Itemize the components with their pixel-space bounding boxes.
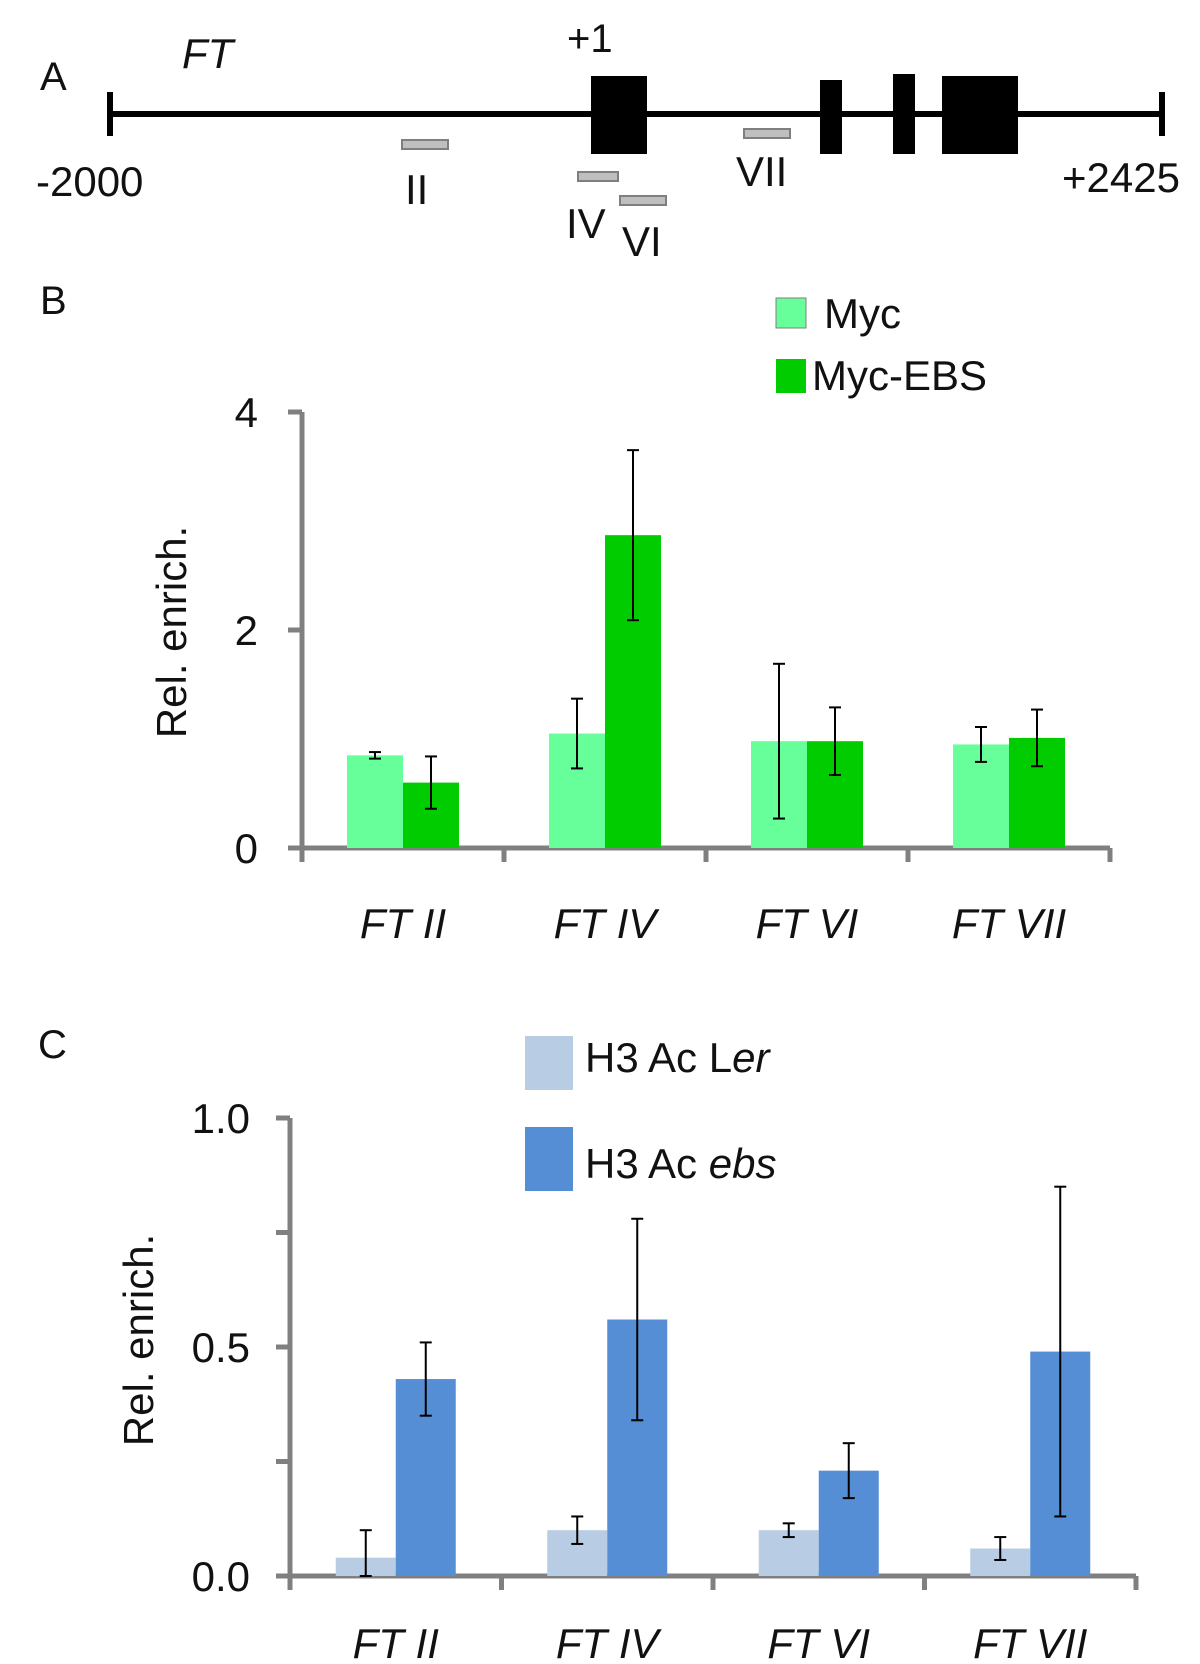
legend-label-h3-ebs-prefix: H3 Ac bbox=[585, 1140, 709, 1187]
b-bar-s1 bbox=[347, 755, 403, 848]
region-vi-bar bbox=[619, 195, 667, 206]
region-vii-bar bbox=[743, 128, 791, 139]
c-error-bar bbox=[419, 1341, 432, 1417]
panel-a: A FT +1 -2000 +2425 II IV VI VII bbox=[36, 17, 1180, 265]
chart-b-legend: Myc Myc-EBS bbox=[775, 290, 987, 399]
tss-label: +1 bbox=[567, 17, 613, 61]
legend-label-h3-ler-suffix: er bbox=[732, 1034, 771, 1081]
c-error-bar bbox=[571, 1515, 584, 1545]
region-iv-label: IV bbox=[566, 200, 606, 247]
b-category-label: FT IV bbox=[554, 900, 661, 947]
legend-label-myc-ebs: Myc-EBS bbox=[812, 352, 987, 399]
b-category-label: FT VII bbox=[952, 900, 1067, 947]
c-y-tick-label: 0.5 bbox=[192, 1324, 250, 1371]
region-vii-label: VII bbox=[736, 148, 787, 195]
legend-swatch-myc-ebs bbox=[776, 359, 806, 393]
b-error-bar bbox=[369, 751, 381, 760]
c-category-label: FT VI bbox=[767, 1620, 870, 1664]
legend-label-h3-ler-prefix: H3 Ac L bbox=[585, 1034, 732, 1081]
c-error-bar bbox=[359, 1529, 372, 1577]
chart-b-ylabel: Rel. enrich. bbox=[148, 526, 195, 738]
c-error-bar bbox=[782, 1522, 795, 1539]
legend-swatch-myc bbox=[775, 297, 807, 329]
b-error-bar bbox=[425, 755, 437, 810]
exon-1 bbox=[591, 76, 647, 154]
chart-c-error-bars bbox=[359, 1185, 1067, 1577]
b-error-bar bbox=[627, 449, 639, 622]
c-error-bar bbox=[842, 1442, 855, 1500]
c-category-label: FT VII bbox=[973, 1620, 1088, 1664]
legend-label-h3-ler: H3 Ac Ler bbox=[585, 1034, 771, 1081]
exon-4 bbox=[942, 76, 1018, 154]
chart-b-error-bars bbox=[369, 449, 1043, 820]
chart-c-legend: H3 Ac Ler H3 Ac ebs bbox=[525, 1034, 776, 1191]
b-y-tick-label: 0 bbox=[235, 825, 258, 872]
panel-c-label: C bbox=[38, 1023, 67, 1067]
panel-c: C H3 Ac Ler H3 Ac ebs Rel. enrich. 0.00.… bbox=[38, 1023, 1139, 1664]
region-ii-label: II bbox=[405, 166, 428, 213]
chart-c-y-ticks: 0.0 0.5 1.0 bbox=[192, 1095, 290, 1600]
legend-swatch-h3-ler bbox=[525, 1036, 573, 1090]
legend-label-h3-ebs-suffix: ebs bbox=[709, 1140, 777, 1187]
end-coordinate-label: +2425 bbox=[1062, 154, 1180, 201]
c-y-tick-label: 0.0 bbox=[192, 1553, 250, 1600]
chart-b-x-ticks bbox=[299, 848, 1113, 862]
c-category-label: FT IV bbox=[556, 1620, 663, 1664]
b-y-tick-label: 2 bbox=[235, 607, 258, 654]
b-error-bar bbox=[571, 697, 583, 770]
panel-b-label: B bbox=[40, 279, 67, 323]
c-y-tick-label: 1.0 bbox=[192, 1095, 250, 1142]
legend-swatch-h3-ebs bbox=[525, 1127, 573, 1191]
chart-c-x-ticks bbox=[287, 1576, 1139, 1590]
legend-label-h3-ebs: H3 Ac ebs bbox=[585, 1140, 776, 1187]
b-error-bar bbox=[1031, 708, 1043, 768]
b-category-label: FT VI bbox=[756, 900, 859, 947]
c-error-bar bbox=[631, 1217, 644, 1422]
b-error-bar bbox=[829, 706, 841, 776]
exon-3 bbox=[893, 74, 915, 154]
gene-name-label: FT bbox=[182, 30, 237, 77]
region-vi-label: VI bbox=[622, 218, 662, 265]
legend-label-myc: Myc bbox=[824, 290, 901, 337]
b-category-label: FT II bbox=[360, 900, 447, 947]
region-ii-bar bbox=[401, 139, 449, 150]
b-y-tick-label: 4 bbox=[235, 389, 258, 436]
chart-b-y-ticks: 0 2 4 bbox=[235, 389, 302, 872]
panel-a-label: A bbox=[40, 55, 67, 99]
c-category-label: FT II bbox=[353, 1620, 440, 1664]
chart-c-ylabel: Rel. enrich. bbox=[115, 1234, 162, 1446]
chart-b-bars bbox=[347, 535, 1065, 848]
c-error-bar bbox=[994, 1536, 1007, 1561]
b-error-bar bbox=[773, 662, 785, 820]
exon-2 bbox=[820, 80, 842, 154]
b-error-bar bbox=[975, 726, 987, 763]
region-iv-bar bbox=[577, 171, 619, 182]
panel-b: B Myc Myc-EBS Rel. enrich. 024 FT II FT I… bbox=[40, 279, 1113, 947]
start-coordinate-label: -2000 bbox=[36, 158, 143, 205]
chart-c-bars bbox=[335, 1319, 1091, 1576]
chart-c-categories: FT II FT IV FT VI FT VII bbox=[353, 1620, 1088, 1664]
c-error-bar bbox=[1054, 1185, 1067, 1518]
chart-b-categories: FT II FT IV FT VI FT VII bbox=[360, 900, 1067, 947]
